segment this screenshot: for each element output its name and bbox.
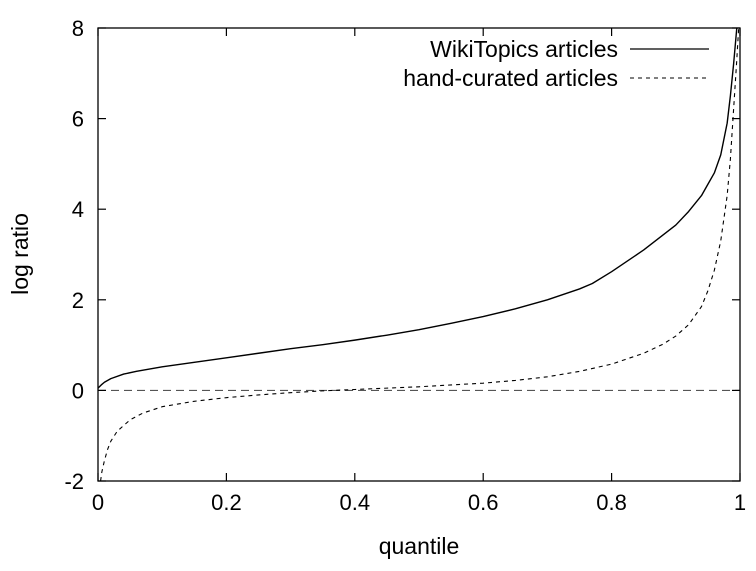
series-line-1: [100, 28, 740, 481]
y-axis-label: log ratio: [7, 213, 33, 295]
legend-label-hand-curated: hand-curated articles: [403, 65, 618, 91]
y-tick-label: -2: [64, 469, 84, 494]
x-tick-label: 0.4: [340, 490, 371, 515]
x-tick-label: 0: [92, 490, 104, 515]
legend: WikiTopics articles hand-curated article…: [403, 36, 709, 91]
x-axis-label: quantile: [379, 533, 460, 559]
x-tick-label: 0.8: [596, 490, 627, 515]
series-layer: [98, 28, 740, 481]
legend-entry-wikitopics: WikiTopics articles: [430, 36, 709, 62]
y-tick-label: 8: [72, 16, 84, 41]
y-tick-label: 0: [72, 378, 84, 403]
series-line-0: [98, 28, 738, 389]
legend-label-wikitopics: WikiTopics articles: [430, 36, 618, 62]
y-tick-label: 4: [72, 197, 84, 222]
x-tick-label: 0.2: [211, 490, 242, 515]
y-tick-label: 2: [72, 288, 84, 313]
legend-entry-hand-curated: hand-curated articles: [403, 65, 709, 91]
x-tick-label: 1: [734, 490, 746, 515]
x-tick-label: 0.6: [468, 490, 499, 515]
y-tick-label: 6: [72, 107, 84, 132]
tick-layer: 0 0.2 0.4 0.6 0.8 1 -2 0 2 4 6 8: [64, 16, 746, 515]
plot-frame: [97, 27, 741, 482]
